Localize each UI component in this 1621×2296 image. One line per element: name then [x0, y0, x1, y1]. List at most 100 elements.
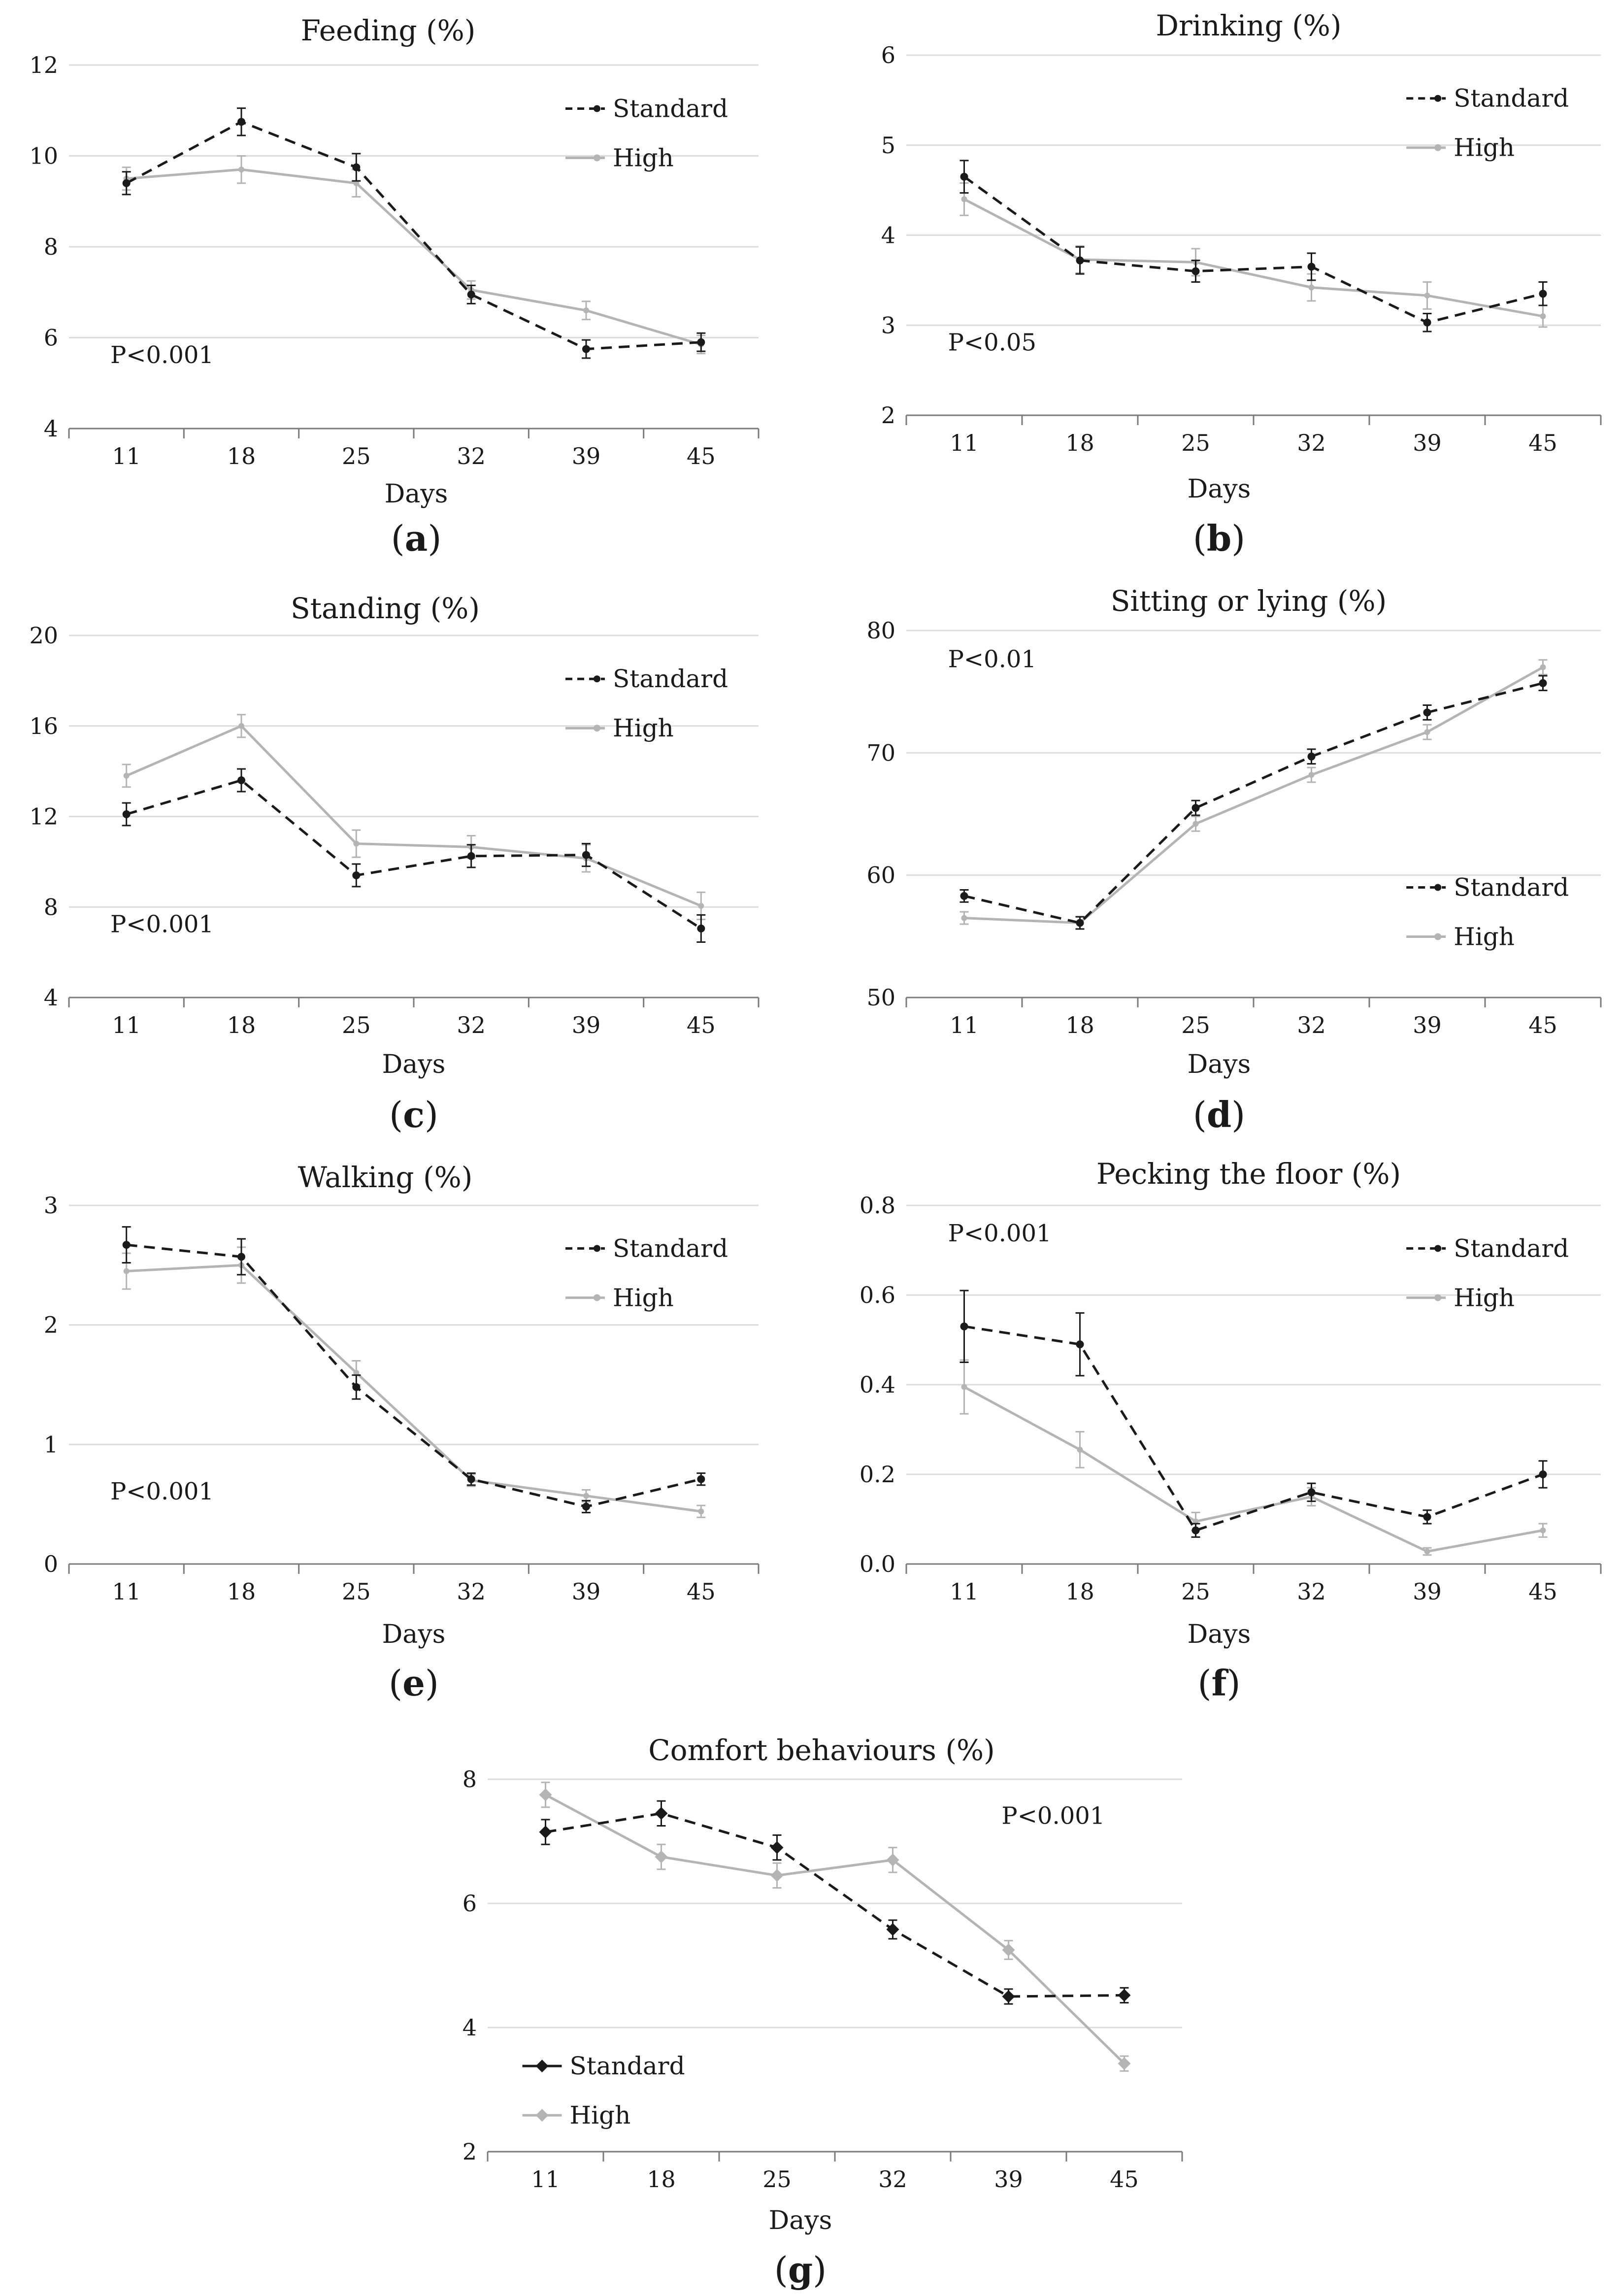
caption-paren: )	[1226, 1663, 1240, 1704]
x-tick-label: 18	[227, 443, 256, 469]
legend-marker	[1434, 1245, 1442, 1252]
p-value-annotation: P<0.001	[1001, 1802, 1105, 1830]
caption-paren: (	[389, 1094, 403, 1135]
data-point	[961, 915, 967, 921]
panel-caption: (g)	[774, 2249, 827, 2291]
y-tick-label: 4	[44, 984, 58, 1011]
x-tick-label: 45	[687, 1012, 716, 1038]
x-tick-label: 18	[227, 1578, 256, 1605]
data-point	[1192, 821, 1199, 827]
data-point	[352, 871, 361, 879]
panel-caption: (f)	[1197, 1662, 1240, 1704]
data-point	[886, 1853, 899, 1866]
panel-caption: (d)	[1193, 1094, 1246, 1135]
series-line	[963, 1386, 1543, 1553]
y-tick-label: 0	[44, 1551, 58, 1577]
legend-marker	[594, 725, 600, 732]
caption-paren: (	[389, 1663, 402, 1704]
data-point	[237, 1253, 245, 1261]
chart-a: 4 6 8 10 12 11 18 25 32 39 45 Days Feeding (%) (a) Sta…	[29, 14, 760, 559]
chart-title: Comfort behaviours (%)	[648, 1733, 994, 1767]
x-axis-label: Days	[1188, 1620, 1251, 1649]
series-line	[964, 666, 1544, 925]
x-tick-label: 11	[950, 1012, 979, 1038]
series-standard	[539, 1800, 1131, 2005]
legend-label: Standard	[613, 1234, 728, 1263]
series-line	[126, 168, 702, 346]
y-tick-label: 4	[463, 2014, 477, 2041]
data-point	[1540, 313, 1546, 319]
legend-label: High	[613, 144, 674, 172]
data-point	[1539, 290, 1547, 298]
data-point	[1424, 729, 1430, 735]
legend: Standard High	[522, 2052, 685, 2130]
x-axis-label: Days	[1188, 1050, 1251, 1079]
data-point	[582, 1502, 590, 1511]
data-point	[122, 810, 131, 818]
y-tick-label: 2	[881, 402, 895, 429]
data-point	[238, 723, 244, 729]
series-line	[126, 1264, 701, 1513]
y-tick-label: 3	[44, 1192, 58, 1219]
chart-f: 0.0 0.2 0.4 0.6 0.8 11 18 25 32 39 45 Days Pecking t…	[860, 1157, 1602, 1704]
x-tick-label: 25	[342, 1578, 371, 1605]
caption-paren: )	[813, 2249, 827, 2291]
data-point	[238, 166, 244, 173]
y-tick-label: 0.8	[860, 1192, 895, 1219]
caption-paren: (	[1197, 1663, 1211, 1704]
data-point	[1076, 1340, 1084, 1349]
p-value-annotation: P<0.01	[948, 646, 1036, 673]
data-point	[655, 1850, 668, 1863]
y-tick-label: 5	[881, 132, 895, 159]
caption-letter: e	[402, 1662, 425, 1704]
data-point	[1307, 752, 1316, 761]
data-point	[582, 851, 590, 859]
y-tick-label: 60	[866, 862, 895, 889]
series-standard	[122, 768, 706, 943]
y-tick-label: 12	[29, 52, 58, 78]
x-tick-label: 18	[1065, 1578, 1094, 1605]
y-tick-label: 4	[44, 415, 58, 442]
series-standard	[959, 675, 1548, 930]
caption-paren: )	[428, 518, 441, 559]
y-tick-label: 1	[44, 1431, 58, 1458]
data-point	[1424, 1548, 1430, 1555]
x-tick-label: 45	[1528, 430, 1557, 456]
caption-paren: )	[1231, 1094, 1245, 1135]
legend-label: Standard	[570, 2052, 685, 2080]
caption-letter: b	[1207, 517, 1231, 559]
x-tick-label: 18	[1065, 430, 1094, 456]
data-point	[123, 1268, 130, 1274]
y-tick-label: 0.0	[860, 1551, 895, 1577]
series-standard	[122, 107, 706, 359]
x-tick-label: 18	[227, 1012, 256, 1038]
data-point	[770, 1841, 784, 1854]
caption-letter: d	[1207, 1094, 1231, 1135]
x-tick-label: 45	[1528, 1012, 1557, 1038]
series-high	[959, 1359, 1548, 1556]
y-tick-label: 8	[44, 894, 58, 920]
data-point	[1424, 292, 1430, 299]
legend-marker	[594, 1245, 600, 1252]
data-point	[961, 196, 967, 202]
x-axis-label: Days	[382, 1050, 446, 1079]
series-line	[963, 175, 1544, 324]
data-point	[697, 924, 705, 932]
data-point	[1423, 708, 1431, 717]
legend-marker	[594, 675, 600, 683]
legend-label: High	[1454, 923, 1515, 951]
x-tick-label: 11	[950, 430, 979, 456]
series-standard	[959, 1290, 1548, 1538]
series-line	[545, 1794, 1125, 2064]
y-tick-label: 8	[463, 1766, 477, 1793]
data-point	[352, 163, 361, 171]
data-point	[122, 1241, 131, 1249]
x-tick-label: 39	[572, 1578, 601, 1605]
data-point	[1192, 1518, 1199, 1525]
data-point	[352, 1383, 361, 1391]
legend-label: High	[1454, 133, 1515, 162]
series-line	[963, 198, 1543, 318]
caption-paren: (	[391, 518, 405, 559]
legend-label: High	[613, 714, 674, 742]
data-point	[770, 1869, 784, 1882]
